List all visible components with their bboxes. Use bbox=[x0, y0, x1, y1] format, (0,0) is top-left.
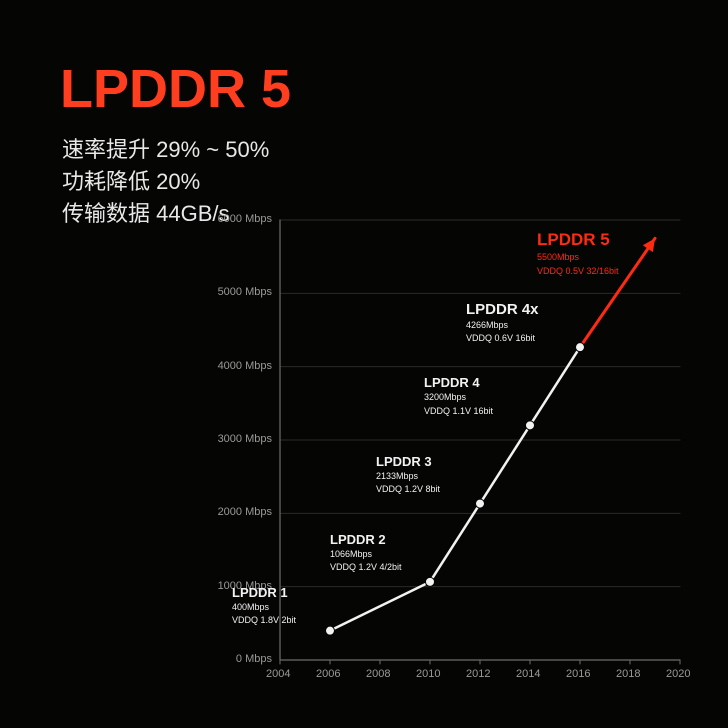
point-spec: 5500Mbps bbox=[537, 252, 619, 263]
y-tick-label: 6000 Mbps bbox=[218, 213, 272, 225]
y-tick-label: 3000 Mbps bbox=[218, 433, 272, 445]
point-spec: 2133Mbps bbox=[376, 471, 440, 482]
point-label: LPDDR 3 2133Mbps VDDQ 1.2V 8bit bbox=[376, 454, 440, 496]
y-tick-label: 5000 Mbps bbox=[218, 286, 272, 298]
x-tick-label: 2008 bbox=[366, 668, 390, 680]
point-spec: VDDQ 0.5V 32/16bit bbox=[537, 266, 619, 277]
arrowhead-icon bbox=[643, 238, 655, 252]
series-segment bbox=[530, 347, 580, 425]
point-spec: VDDQ 0.6V 16bit bbox=[466, 333, 539, 344]
point-spec: 400Mbps bbox=[232, 602, 296, 613]
point-label: LPDDR 1 400Mbps VDDQ 1.8V 2bit bbox=[232, 585, 296, 627]
canvas: LPDDR 5速率提升 29% ~ 50%功耗降低 20%传输数据 44GB/s… bbox=[0, 0, 728, 728]
y-tick-label: 4000 Mbps bbox=[218, 360, 272, 372]
point-name: LPDDR 2 bbox=[330, 532, 402, 547]
point-label: LPDDR 2 1066Mbps VDDQ 1.2V 4/2bit bbox=[330, 532, 402, 574]
point-name: LPDDR 4x bbox=[466, 301, 539, 318]
point-spec: VDDQ 1.2V 4/2bit bbox=[330, 562, 402, 573]
point-spec: VDDQ 1.2V 8bit bbox=[376, 484, 440, 495]
x-tick-label: 2020 bbox=[666, 668, 690, 680]
data-marker bbox=[476, 499, 485, 508]
x-tick-label: 2012 bbox=[466, 668, 490, 680]
x-tick-label: 2010 bbox=[416, 668, 440, 680]
point-name: LPDDR 3 bbox=[376, 454, 440, 469]
point-spec: 3200Mbps bbox=[424, 392, 493, 403]
point-name: LPDDR 5 bbox=[537, 230, 619, 250]
x-tick-label: 2018 bbox=[616, 668, 640, 680]
x-tick-label: 2004 bbox=[266, 668, 290, 680]
chart-svg bbox=[0, 0, 728, 728]
data-marker bbox=[326, 626, 335, 635]
x-tick-label: 2006 bbox=[316, 668, 340, 680]
x-tick-label: 2016 bbox=[566, 668, 590, 680]
series-segment bbox=[330, 582, 430, 631]
x-tick-label: 2014 bbox=[516, 668, 540, 680]
point-spec: VDDQ 1.1V 16bit bbox=[424, 406, 493, 417]
series-segment bbox=[480, 425, 530, 503]
point-spec: VDDQ 1.8V 2bit bbox=[232, 615, 296, 626]
point-label: LPDDR 4x 4266Mbps VDDQ 0.6V 16bit bbox=[466, 301, 539, 345]
point-name: LPDDR 4 bbox=[424, 375, 493, 390]
point-label: LPDDR 4 3200Mbps VDDQ 1.1V 16bit bbox=[424, 375, 493, 417]
data-marker bbox=[426, 577, 435, 586]
data-marker bbox=[526, 421, 535, 430]
point-name: LPDDR 1 bbox=[232, 585, 296, 600]
point-label: LPDDR 5 5500Mbps VDDQ 0.5V 32/16bit bbox=[537, 230, 619, 277]
y-tick-label: 2000 Mbps bbox=[218, 506, 272, 518]
point-spec: 4266Mbps bbox=[466, 320, 539, 331]
data-marker bbox=[576, 343, 585, 352]
series-segment bbox=[430, 504, 480, 582]
y-tick-label: 0 Mbps bbox=[236, 653, 272, 665]
point-spec: 1066Mbps bbox=[330, 549, 402, 560]
